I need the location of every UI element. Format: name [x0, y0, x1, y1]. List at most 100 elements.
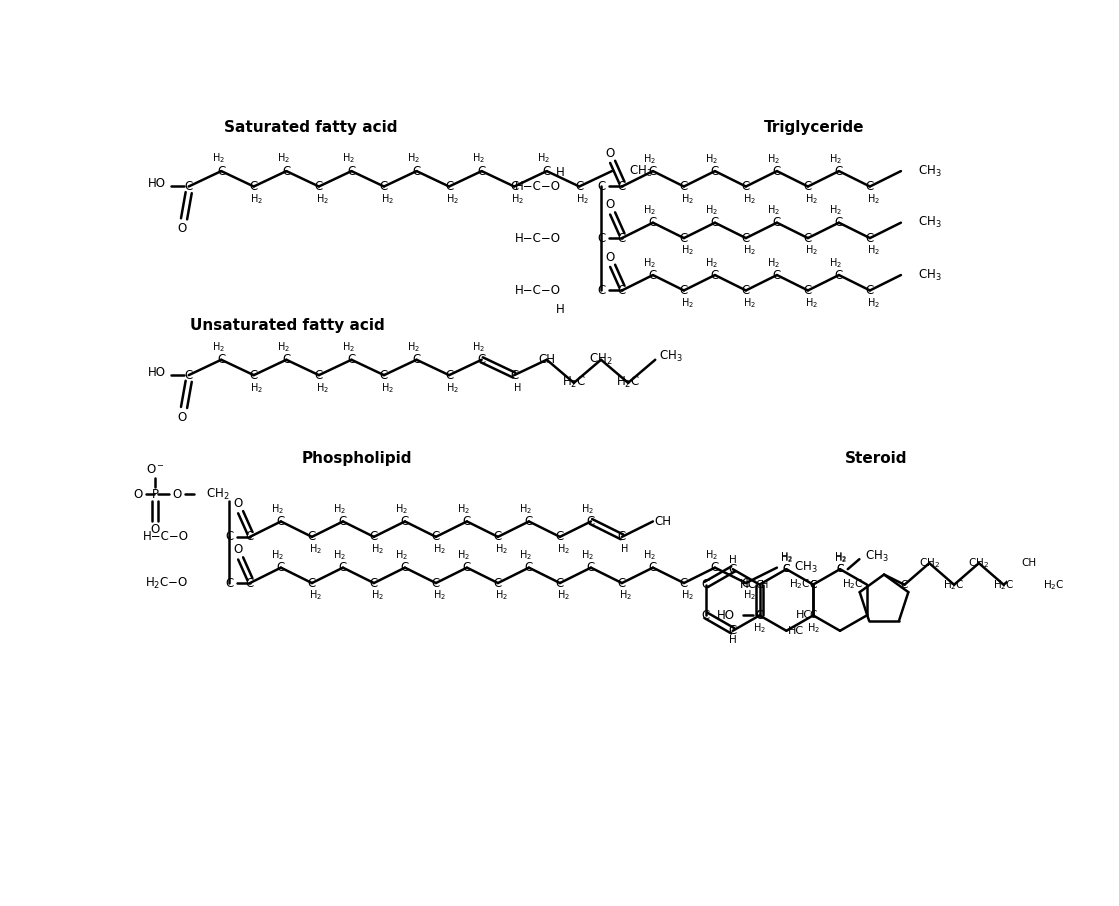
- Text: C: C: [379, 180, 388, 193]
- Text: H$_2$: H$_2$: [495, 543, 508, 556]
- Text: C: C: [250, 180, 257, 193]
- Text: C: C: [755, 609, 764, 622]
- Text: H−C−O: H−C−O: [515, 284, 561, 297]
- Text: C: C: [246, 530, 254, 544]
- Text: H$_2$: H$_2$: [805, 244, 818, 257]
- Text: C: C: [742, 576, 750, 590]
- Text: HO: HO: [148, 365, 166, 379]
- Text: H$_2$: H$_2$: [472, 151, 485, 165]
- Text: C: C: [246, 576, 254, 590]
- Text: H$_2$: H$_2$: [768, 204, 780, 217]
- Text: C: C: [618, 530, 626, 544]
- Text: Saturated fatty acid: Saturated fatty acid: [224, 120, 397, 135]
- Text: H$_2$: H$_2$: [276, 151, 290, 165]
- Text: H−C−O: H−C−O: [515, 232, 561, 245]
- Text: H$_2$: H$_2$: [866, 244, 880, 257]
- Text: H−C−O: H−C−O: [515, 180, 561, 193]
- Text: H$_2$: H$_2$: [211, 340, 225, 353]
- Text: C: C: [276, 515, 285, 528]
- Text: H$_2$: H$_2$: [753, 621, 767, 634]
- Text: C: C: [782, 564, 790, 574]
- Text: C: C: [413, 353, 421, 366]
- Text: C: C: [702, 578, 711, 591]
- Text: H$_2$: H$_2$: [829, 255, 843, 270]
- Text: C: C: [596, 284, 605, 297]
- Text: C: C: [809, 580, 817, 590]
- Text: HO: HO: [717, 609, 735, 622]
- Text: CH$_3$: CH$_3$: [918, 164, 942, 178]
- Text: H$_2$: H$_2$: [556, 543, 570, 556]
- Text: H$_2$: H$_2$: [495, 589, 508, 602]
- Text: H$_2$: H$_2$: [680, 244, 694, 257]
- Text: C: C: [463, 561, 471, 574]
- Text: H$_2$: H$_2$: [519, 502, 533, 516]
- Text: C: C: [225, 576, 233, 590]
- Text: H$_2$: H$_2$: [276, 340, 290, 353]
- Text: H$_2$: H$_2$: [407, 151, 420, 165]
- Text: C: C: [866, 232, 874, 245]
- Text: C: C: [217, 353, 225, 366]
- Text: C: C: [835, 165, 843, 178]
- Text: Unsaturated fatty acid: Unsaturated fatty acid: [190, 318, 385, 333]
- Text: H$_2$: H$_2$: [380, 193, 394, 207]
- Text: H$_2$: H$_2$: [743, 296, 755, 310]
- Text: H$_2$: H$_2$: [333, 548, 346, 563]
- Text: H: H: [761, 580, 769, 590]
- Text: H$_2$: H$_2$: [211, 151, 225, 165]
- Text: C: C: [369, 576, 378, 590]
- Text: H−C−O: H−C−O: [143, 530, 189, 544]
- Text: HC: HC: [788, 626, 805, 636]
- Text: Triglyceride: Triglyceride: [764, 120, 864, 135]
- Text: H$_2$: H$_2$: [743, 589, 755, 602]
- Text: C: C: [282, 165, 291, 178]
- Text: H$_2$: H$_2$: [680, 296, 694, 310]
- Text: H$_2$: H$_2$: [576, 193, 589, 207]
- Text: H$_2$C: H$_2$C: [843, 578, 864, 592]
- Text: H: H: [621, 545, 629, 554]
- Text: O: O: [233, 497, 242, 510]
- Text: H$_2$: H$_2$: [643, 152, 657, 166]
- Text: C: C: [347, 165, 356, 178]
- Text: C: C: [308, 576, 316, 590]
- Text: H$_2$: H$_2$: [537, 151, 551, 165]
- Text: O: O: [605, 147, 614, 159]
- Text: C: C: [575, 180, 583, 193]
- Text: C: C: [586, 515, 595, 528]
- Text: O: O: [151, 524, 160, 536]
- Text: H$_2$C: H$_2$C: [562, 375, 586, 390]
- Text: C: C: [510, 369, 518, 381]
- Text: C: C: [432, 576, 440, 590]
- Text: H$_2$C: H$_2$C: [993, 578, 1015, 592]
- Text: C: C: [347, 353, 356, 366]
- Text: O: O: [172, 488, 181, 501]
- Text: CH$_3$: CH$_3$: [865, 548, 888, 564]
- Text: H$_2$: H$_2$: [395, 548, 408, 563]
- Text: H: H: [556, 304, 565, 316]
- Text: C: C: [556, 530, 564, 544]
- Text: H$_2$: H$_2$: [807, 621, 819, 634]
- Text: P: P: [152, 488, 159, 501]
- Text: C: C: [742, 232, 750, 245]
- Text: C: C: [463, 515, 471, 528]
- Text: C: C: [556, 576, 564, 590]
- Text: H$_2$: H$_2$: [433, 589, 445, 602]
- Text: H$_2$: H$_2$: [780, 550, 793, 564]
- Text: C: C: [314, 180, 323, 193]
- Text: C: C: [680, 232, 688, 245]
- Text: H$_2$: H$_2$: [705, 548, 718, 563]
- Text: C: C: [339, 515, 347, 528]
- Text: C: C: [680, 576, 688, 590]
- Text: C: C: [803, 180, 812, 193]
- Text: C: C: [250, 369, 257, 381]
- Text: H$_2$C: H$_2$C: [617, 375, 640, 390]
- Text: H$_2$: H$_2$: [458, 548, 470, 563]
- Text: H$_2$: H$_2$: [380, 381, 394, 395]
- Text: C: C: [401, 561, 410, 574]
- Text: H$_2$: H$_2$: [619, 589, 631, 602]
- Text: C: C: [185, 180, 192, 193]
- Text: C: C: [711, 165, 720, 178]
- Text: H$_2$: H$_2$: [705, 152, 718, 166]
- Text: H: H: [556, 166, 565, 179]
- Text: C: C: [618, 180, 626, 193]
- Text: C: C: [782, 564, 790, 574]
